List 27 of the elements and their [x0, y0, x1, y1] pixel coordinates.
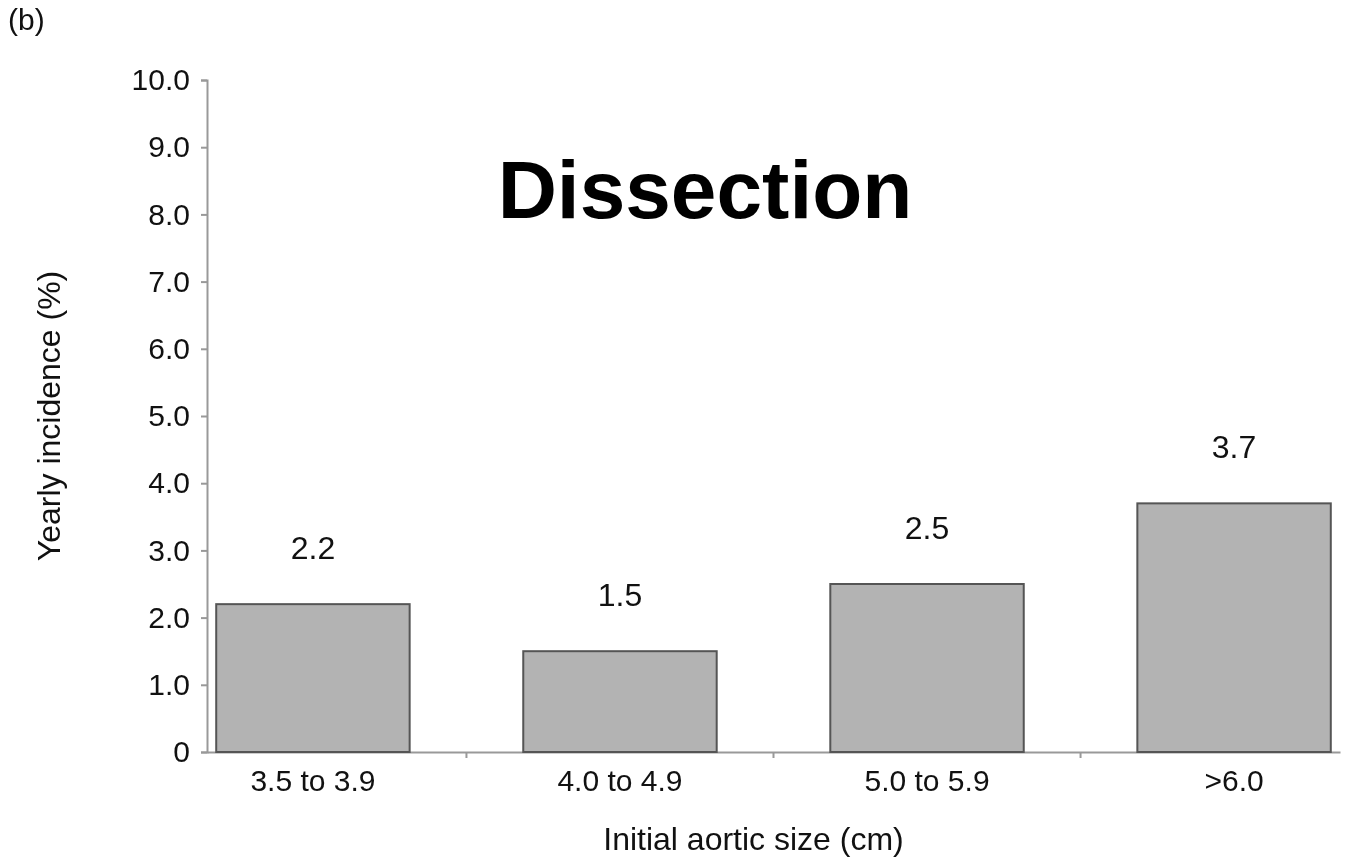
y-tick-label: 6.0 — [148, 331, 190, 365]
x-tick-label: 5.0 to 5.9 — [864, 764, 990, 798]
y-tick-label: 4.0 — [148, 466, 190, 500]
y-tick-label: 7.0 — [148, 264, 190, 298]
bar — [829, 583, 1025, 753]
y-tick-label: 5.0 — [148, 399, 190, 433]
data-label: 3.7 — [1211, 429, 1257, 466]
bar — [1136, 502, 1332, 753]
x-axis-title: Initial aortic size (cm) — [603, 821, 904, 857]
y-tick-label: 3.0 — [148, 533, 190, 567]
x-tick-label: 3.5 to 3.9 — [250, 764, 376, 798]
data-label: 2.5 — [904, 510, 950, 546]
y-tick-label: 9.0 — [148, 130, 190, 164]
y-axis-title: Yearly incidence (%) — [31, 270, 67, 562]
x-tick-label: >6.0 — [1204, 764, 1264, 798]
y-tick-label: 8.0 — [148, 197, 190, 231]
bar — [522, 650, 718, 753]
y-tick-label: 2.0 — [148, 600, 190, 634]
text: (b) — [8, 3, 45, 36]
bar — [215, 603, 411, 753]
y-tick-label: 10.0 — [131, 63, 190, 97]
y-tick-label: 1.0 — [148, 667, 190, 701]
data-label: 2.2 — [290, 530, 336, 567]
x-tick-label: 4.0 to 4.9 — [557, 764, 683, 798]
data-label: 1.5 — [597, 577, 643, 614]
y-tick-label: 0 — [173, 735, 190, 769]
text: Dissection — [497, 144, 913, 235]
